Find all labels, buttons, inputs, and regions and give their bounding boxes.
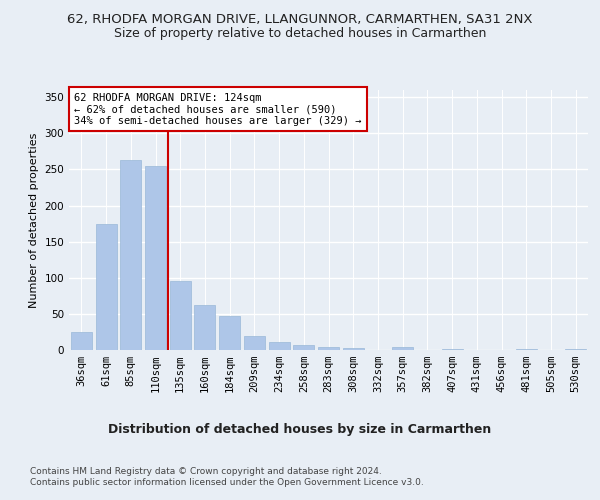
Text: Contains HM Land Registry data © Crown copyright and database right 2024.
Contai: Contains HM Land Registry data © Crown c… <box>30 468 424 487</box>
Bar <box>442 348 463 350</box>
Bar <box>318 347 339 350</box>
Bar <box>269 342 290 350</box>
Text: 62 RHODFA MORGAN DRIVE: 124sqm
← 62% of detached houses are smaller (590)
34% of: 62 RHODFA MORGAN DRIVE: 124sqm ← 62% of … <box>74 92 362 126</box>
Bar <box>343 348 364 350</box>
Text: Size of property relative to detached houses in Carmarthen: Size of property relative to detached ho… <box>114 28 486 40</box>
Bar <box>95 224 116 350</box>
Bar <box>194 305 215 350</box>
Bar <box>71 332 92 350</box>
Y-axis label: Number of detached properties: Number of detached properties <box>29 132 39 308</box>
Bar <box>170 282 191 350</box>
Bar <box>244 336 265 350</box>
Bar <box>219 316 240 350</box>
Bar <box>392 347 413 350</box>
Bar <box>145 166 166 350</box>
Bar <box>120 160 141 350</box>
Text: 62, RHODFA MORGAN DRIVE, LLANGUNNOR, CARMARTHEN, SA31 2NX: 62, RHODFA MORGAN DRIVE, LLANGUNNOR, CAR… <box>67 12 533 26</box>
Text: Distribution of detached houses by size in Carmarthen: Distribution of detached houses by size … <box>109 422 491 436</box>
Bar <box>293 345 314 350</box>
